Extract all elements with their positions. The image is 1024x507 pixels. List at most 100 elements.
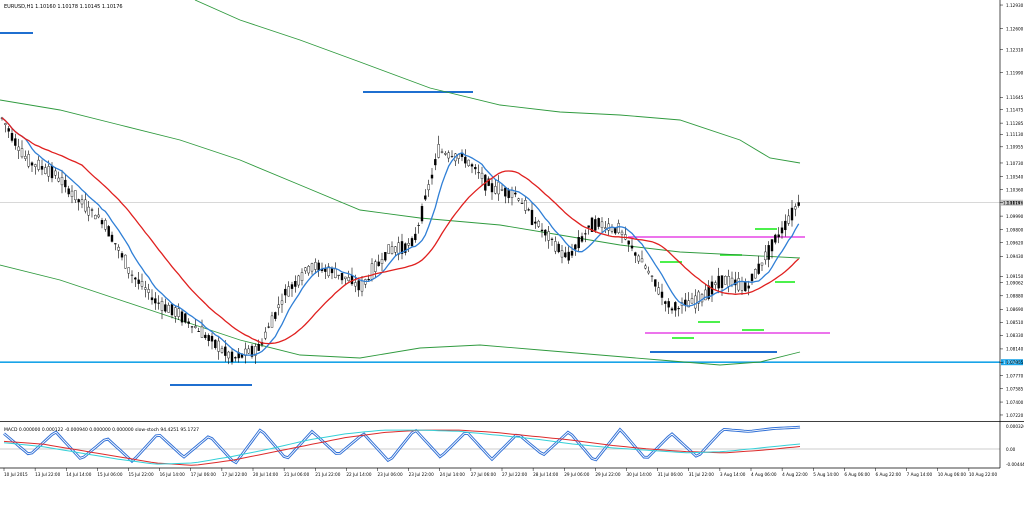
time-tick-label: 17 Jul 22:00 <box>222 472 247 477</box>
price-tick-label: 1.12930 <box>1006 3 1024 8</box>
time-tick-label: 10 Aug 22:00 <box>969 472 998 477</box>
candle-body <box>557 243 560 253</box>
candle-body <box>384 252 387 261</box>
price-tick-label: 1.11475 <box>1006 107 1024 112</box>
candle-body <box>617 223 620 233</box>
candle-body <box>594 219 597 231</box>
candle-body <box>744 281 747 292</box>
time-tick-label: 27 Jul 22:00 <box>502 472 527 477</box>
price-tick-label: 1.11285 <box>1006 121 1024 126</box>
moving-averages <box>1 117 800 356</box>
candle-body <box>40 166 44 170</box>
candle-body <box>400 241 404 254</box>
candle-body <box>280 300 284 305</box>
candle-body <box>440 151 444 153</box>
time-tick-label: 4 Aug 22:00 <box>782 472 808 477</box>
candle-body <box>467 159 470 166</box>
candle-body <box>427 184 430 191</box>
candle-body <box>627 240 630 245</box>
time-tick-label: 15 Jul 06:00 <box>97 472 122 477</box>
price-tick-label: 1.11645 <box>1006 95 1024 100</box>
candle-body <box>227 351 230 359</box>
candle-body <box>77 199 80 203</box>
candle-body <box>74 190 77 201</box>
candle-body <box>647 270 650 274</box>
candle-body <box>470 164 474 167</box>
candle-body <box>47 166 50 177</box>
candle-body <box>700 294 704 303</box>
candle-body <box>497 181 500 195</box>
current-price-label: 1.10176 <box>1003 200 1021 205</box>
candle-body <box>87 206 90 216</box>
time-tick-label: 31 Jul 06:00 <box>658 472 683 477</box>
price-tick-label: 1.09150 <box>1006 274 1024 279</box>
candle-body <box>690 298 694 304</box>
candle-body <box>164 304 167 312</box>
candle-body <box>174 307 177 317</box>
candle-body <box>724 276 727 285</box>
candle-body <box>390 246 394 254</box>
time-tick-label: 13 Jul 22:00 <box>35 472 60 477</box>
candle-body <box>777 234 780 238</box>
candle-body <box>537 220 540 227</box>
candle-body <box>214 339 217 349</box>
price-tick-label: 1.10540 <box>1006 174 1024 179</box>
candle-body <box>377 261 380 267</box>
candle-body <box>234 357 237 359</box>
time-tick-label: 28 Jul 14:00 <box>533 472 558 477</box>
candle-body <box>664 301 667 304</box>
candle-body <box>524 200 527 211</box>
candle-body <box>747 285 750 289</box>
candle-body <box>230 351 234 362</box>
candle-body <box>60 177 64 186</box>
time-tick-label: 6 Aug 22:00 <box>876 472 902 477</box>
candle-body <box>14 138 17 146</box>
candle-body <box>487 178 490 186</box>
highlight-level-badge <box>1001 359 1023 366</box>
candle-body <box>670 308 674 311</box>
candle-body <box>490 183 494 193</box>
candle-body <box>327 266 330 277</box>
candle-body <box>447 152 450 159</box>
candle-body <box>430 174 434 179</box>
candle-body <box>344 276 347 279</box>
candle-body <box>94 214 97 220</box>
candle-body <box>774 234 777 243</box>
candle-body <box>667 301 670 308</box>
candle-body <box>494 186 497 194</box>
candle-body <box>750 273 754 282</box>
price-tick-label: 1.09800 <box>1006 228 1024 233</box>
candle-body <box>120 253 124 258</box>
candle-body <box>157 302 160 304</box>
candle-body <box>520 202 524 204</box>
candle-body <box>387 244 390 254</box>
price-tick-label: 1.07770 <box>1006 373 1024 378</box>
candle-body <box>24 156 27 159</box>
candle-body <box>160 301 164 311</box>
candle-body <box>394 246 397 253</box>
time-tick-label: 30 Jul 14:00 <box>627 472 652 477</box>
candle-body <box>587 225 590 228</box>
candle-body <box>207 335 210 342</box>
candle-body <box>590 217 594 232</box>
candle-body <box>147 289 150 293</box>
candle-body <box>547 231 550 241</box>
stoch-line-inner <box>3 426 801 464</box>
envelope-lower <box>0 264 801 366</box>
candle-body <box>247 348 250 354</box>
oscillator-panel: 0.000326 0.00 -0.004446 <box>0 424 1024 467</box>
candle-body <box>357 280 360 291</box>
candle-body <box>187 321 190 324</box>
candle-body <box>194 326 197 328</box>
candle-body <box>464 156 467 164</box>
candle-body <box>640 258 644 263</box>
candle-body <box>584 233 587 235</box>
candle-body <box>204 334 207 339</box>
candle-body <box>580 236 584 242</box>
candle-body <box>180 311 184 323</box>
price-tick-label: 1.11130 <box>1006 132 1024 137</box>
candle-body <box>404 243 407 253</box>
candle-body <box>630 245 634 249</box>
